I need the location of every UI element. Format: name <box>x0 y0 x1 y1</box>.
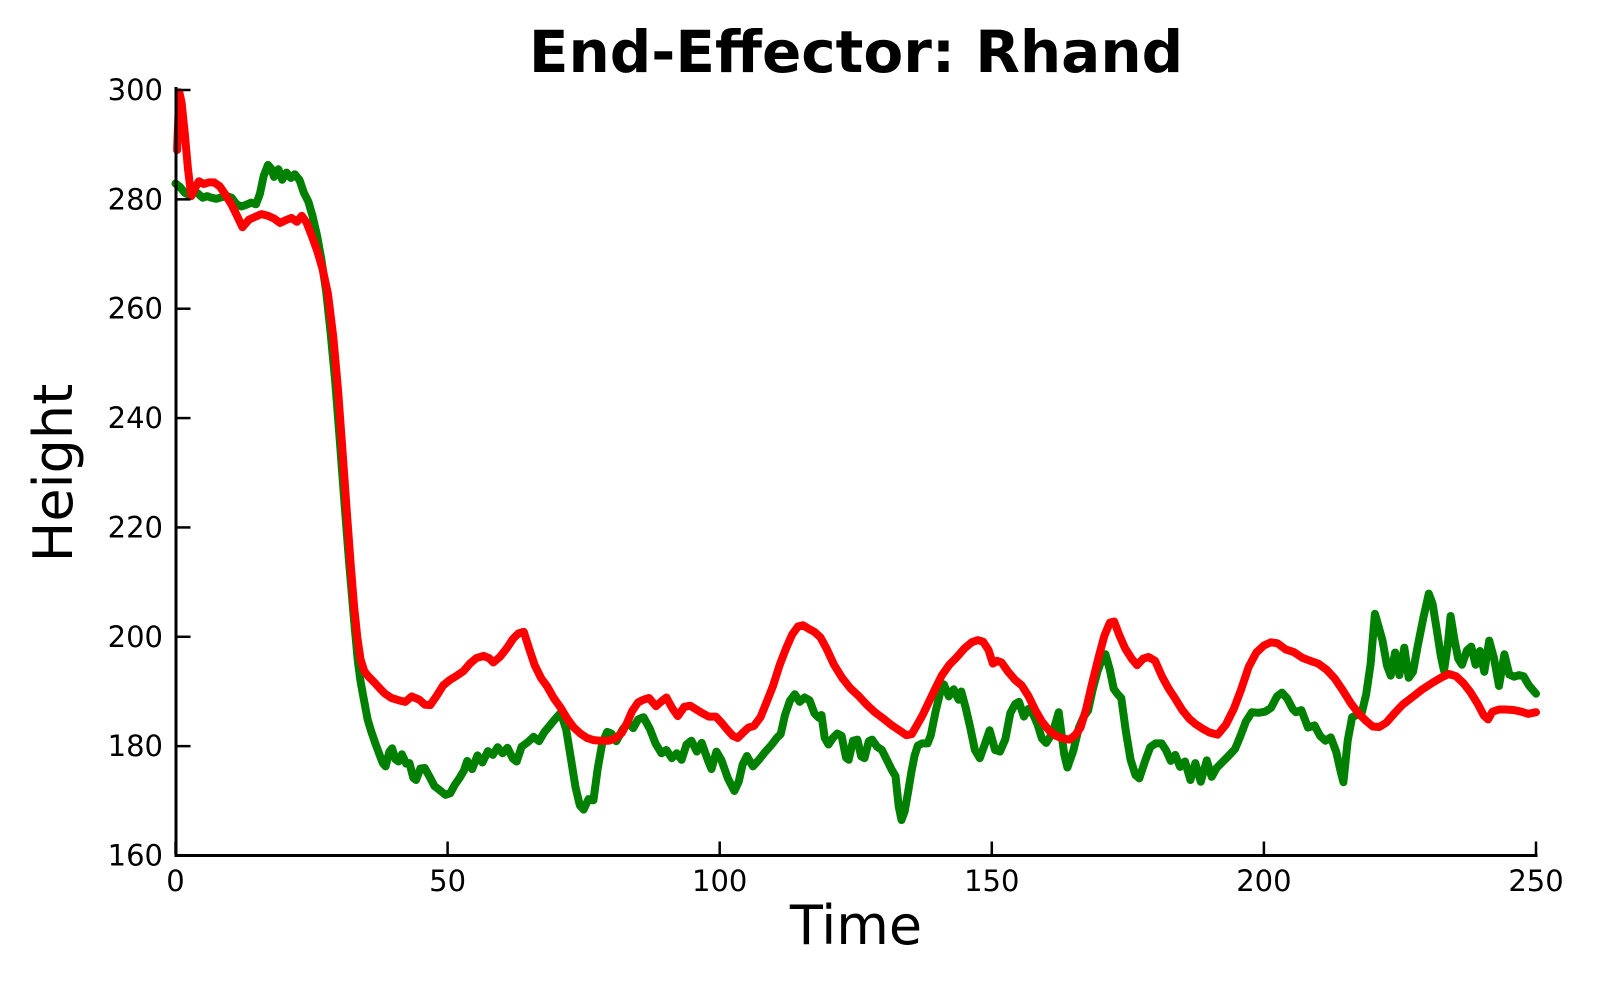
y-tick-label: 180 <box>108 729 163 763</box>
x-tick-label: 100 <box>692 864 747 898</box>
x-tick-label: 0 <box>166 864 184 898</box>
y-tick-label: 160 <box>108 839 163 873</box>
y-tick-label: 200 <box>108 620 163 654</box>
y-tick-label: 240 <box>108 401 163 435</box>
y-axis-label: Height <box>22 384 85 563</box>
red-line <box>173 88 1540 745</box>
chart-title: End-Effector: Rhand <box>529 18 1183 86</box>
x-tick-label: 200 <box>1236 864 1291 898</box>
y-tick-label: 260 <box>108 292 163 326</box>
y-tick-label: 280 <box>108 182 163 216</box>
x-tick-label: 250 <box>1508 864 1563 898</box>
green-line <box>171 160 1540 824</box>
axes-layer <box>174 87 1538 857</box>
x-tick-label: 50 <box>429 864 466 898</box>
y-tick-label: 220 <box>108 510 163 544</box>
series-layer <box>171 88 1540 824</box>
x-tick-label: 150 <box>964 864 1019 898</box>
y-tick-label: 300 <box>108 73 163 107</box>
x-axis-label: Time <box>789 894 922 957</box>
tick-layer: 0 50 100 150 200 250 160 180 200 220 240 260 280 300 <box>108 73 1564 898</box>
